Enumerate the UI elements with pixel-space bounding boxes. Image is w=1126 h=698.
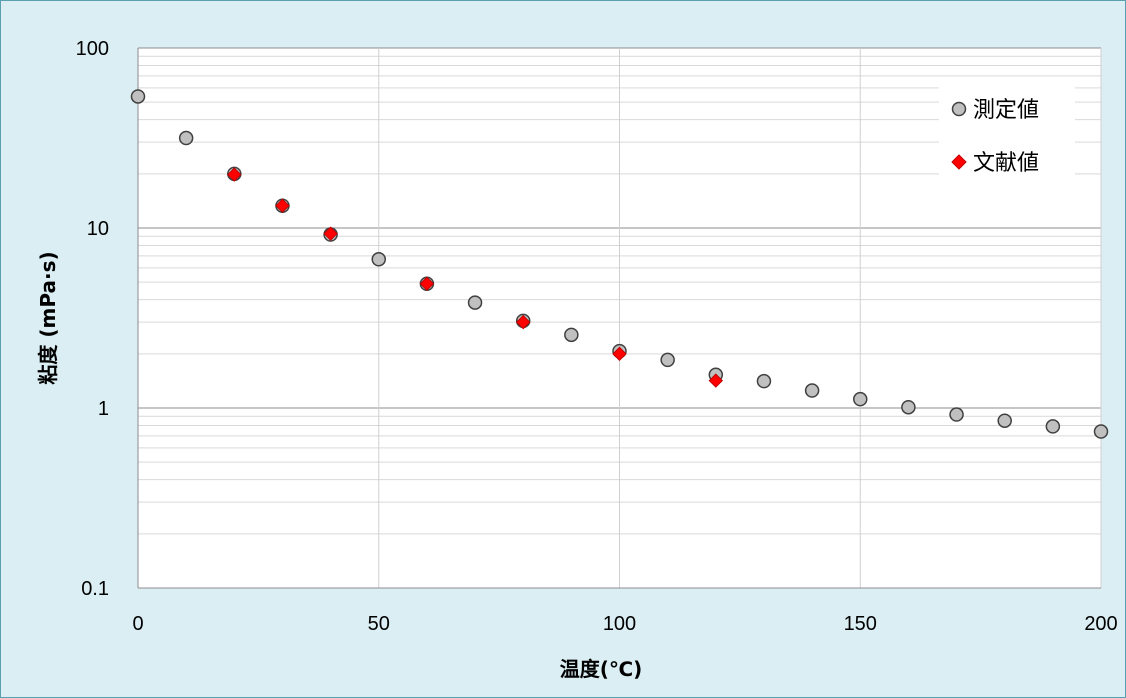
x-tick-labels: 0 50 100 150 200 [132, 613, 1117, 635]
measured-point [756, 373, 772, 389]
y-tick-label: 0.1 [81, 578, 109, 600]
y-tick-label: 10 [87, 218, 109, 240]
legend: 測定値 文献値 [939, 83, 1075, 179]
literature-point [275, 198, 290, 213]
axes [137, 48, 1101, 589]
y-tick-label: 100 [76, 38, 109, 60]
data-series [130, 89, 1109, 439]
measured-point [1045, 419, 1061, 434]
x-axis-title: 温度(℃) [560, 657, 643, 681]
measured-point [371, 252, 386, 267]
legend-label-literature: 文献値 [973, 151, 1039, 176]
measured-point [804, 383, 820, 398]
y-tick-label: 1 [98, 398, 109, 420]
literature-point [612, 346, 627, 362]
legend-label-measured: 測定値 [973, 98, 1039, 123]
measured-point [853, 391, 868, 407]
x-tick-label: 200 [1084, 613, 1117, 635]
measured-point [1093, 424, 1109, 439]
measured-point [901, 399, 916, 415]
measured-point [660, 352, 675, 368]
measured-point [178, 130, 194, 146]
literature-point [419, 276, 435, 291]
y-tick-labels: 0.1 1 10 100 [76, 38, 109, 600]
x-tick-label: 50 [368, 613, 390, 635]
literature-point [323, 226, 338, 241]
y-axis-title: 粘度 (mPa·s) [36, 251, 60, 384]
measured-point [564, 327, 579, 343]
x-tick-label: 150 [844, 613, 877, 635]
measured-point [467, 295, 483, 310]
literature-point [708, 373, 724, 388]
measured-point [130, 89, 146, 104]
measured-point [949, 407, 964, 422]
literature-point [515, 314, 531, 330]
x-tick-label: 0 [132, 613, 143, 635]
legend-marker-measured [951, 101, 967, 117]
literature-point [227, 167, 242, 182]
x-tick-label: 100 [603, 613, 636, 635]
measured-point [997, 413, 1012, 428]
legend-marker-literature [951, 154, 967, 170]
